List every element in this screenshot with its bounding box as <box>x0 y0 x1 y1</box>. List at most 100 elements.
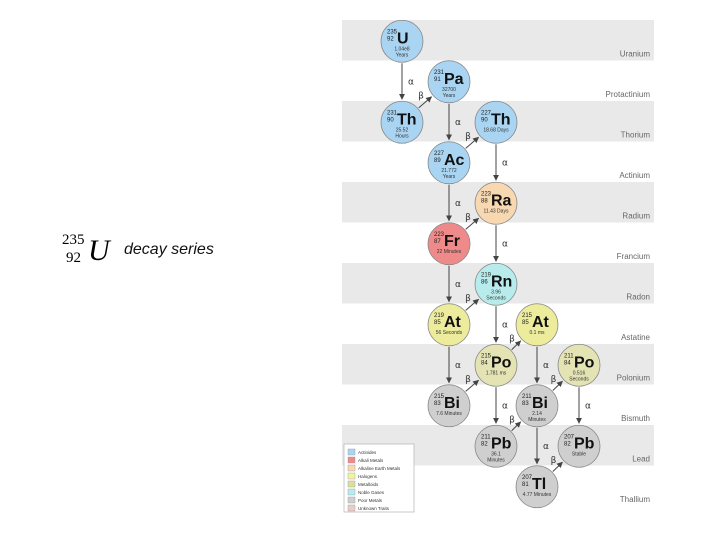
nuclide-atomic-number: 83 <box>434 401 441 407</box>
nuclide-circle <box>427 60 471 104</box>
nuclide-half-life: 18.68 Days <box>483 127 509 133</box>
atomic-number: 92 <box>66 250 81 266</box>
band-label-astatine: Astatine <box>621 333 650 342</box>
uranium-235-notation: 235 92 U <box>62 230 118 270</box>
nuclide-symbol: Pb <box>491 435 512 452</box>
legend-label: Alkaline Earth Metals <box>358 466 401 471</box>
title-caption: decay series <box>124 241 214 258</box>
nuclide-half-life: Stable <box>572 451 586 457</box>
nuclide-atomic-number: 89 <box>434 158 441 164</box>
nuclide-half-life: 0.516 <box>573 370 586 376</box>
decay-arrow-at219-rn219 <box>465 298 480 311</box>
nuclide-symbol: U <box>397 30 409 47</box>
nuclide-mass-number: 211 <box>522 394 532 400</box>
nuclide-symbol: Bi <box>444 395 460 412</box>
decay-mode-label: β <box>551 375 557 385</box>
nuclide-mass-number: 215 <box>481 353 492 359</box>
nuclide-mass-number: 235 <box>387 29 398 35</box>
nuclide-half-life-unit: Minutes <box>487 457 505 463</box>
legend-label: Alkali Metals <box>358 458 384 463</box>
band-label-radon: Radon <box>626 293 650 302</box>
nuclide-mass-number: 211 <box>564 353 574 359</box>
decay-arrow-fr223-ra223 <box>465 217 480 230</box>
nuclide-half-life-unit: Years <box>443 93 456 99</box>
nuclide-atomic-number: 90 <box>387 117 394 123</box>
decay-mode-label: α <box>455 361 461 371</box>
decay-arrow-pb211-bi211 <box>511 421 522 432</box>
band-astatine <box>342 303 654 344</box>
decay-arrow-bi215-po215 <box>465 379 480 392</box>
decay-mode-label: β <box>465 132 471 142</box>
decay-arrow-th231-pa231 <box>418 96 433 109</box>
nuclide-circle <box>474 262 518 306</box>
nuclide-circle <box>474 100 518 144</box>
nuclide-symbol: Pa <box>444 71 464 88</box>
nuclide-mass-number: 231 <box>434 70 445 76</box>
nuclide-atomic-number: 82 <box>564 441 571 447</box>
decay-mode-label: α <box>502 239 508 249</box>
mass-number: 235 <box>62 232 85 248</box>
nuclide-mass-number: 223 <box>434 232 445 238</box>
nuclide-atomic-number: 84 <box>481 360 488 366</box>
nuclide-atomic-number: 88 <box>481 198 488 204</box>
nuclide-circle <box>515 465 559 509</box>
decay-arrow-bi211-po211 <box>552 380 563 391</box>
nuclide-atomic-number: 83 <box>522 401 529 407</box>
nuclide-half-life: 25.52 <box>396 127 409 133</box>
nuclide-circle <box>474 343 518 387</box>
band-label-lead: Lead <box>632 455 650 464</box>
nuclide-half-life: 11.43 Days <box>484 208 509 214</box>
nuclide-half-life-unit: Minutes <box>528 417 546 423</box>
nuclide-mass-number: 223 <box>481 191 492 197</box>
decay-mode-label: α <box>455 199 461 209</box>
legend-label: Halogens <box>358 474 378 479</box>
legend-label: Poor Metals <box>358 498 383 503</box>
nuclide-mass-number: 211 <box>481 434 491 440</box>
nuclide-circle <box>380 20 424 63</box>
decay-mode-label: β <box>509 415 515 425</box>
nuclide-circle <box>557 343 601 387</box>
legend-swatch <box>347 456 356 464</box>
nuclide-symbol: Ac <box>444 152 465 169</box>
nuclide-mass-number: 231 <box>387 110 398 116</box>
nuclide-symbol: Pb <box>574 435 595 452</box>
decay-mode-label: β <box>465 294 471 304</box>
decay-mode-label: α <box>455 118 461 128</box>
band-label-radium: Radium <box>622 212 650 221</box>
nuclide-atomic-number: 85 <box>522 320 529 326</box>
nuclide-circle <box>427 141 471 185</box>
nuclide-atomic-number: 81 <box>522 482 529 488</box>
nuclide-half-life-unit: Seconds <box>569 376 589 382</box>
decay-mode-label: α <box>502 401 508 411</box>
nuclide-half-life: 1.04e8 <box>394 46 410 52</box>
nuclide-symbol: Tl <box>532 476 546 493</box>
band-francium <box>342 222 654 263</box>
nuclide-atomic-number: 86 <box>481 279 488 285</box>
legend-label: Unknown Traits <box>358 506 390 511</box>
nuclide-symbol: Bi <box>532 395 548 412</box>
nuclide-half-life: 7.6 Minutes <box>436 411 462 417</box>
nuclide-circle <box>474 181 518 225</box>
nuclide-symbol: Po <box>574 354 595 371</box>
nuclide-half-life-unit: Seconds <box>486 295 506 301</box>
nuclide-mass-number: 207 <box>564 434 575 440</box>
nuclide-circle <box>515 384 559 428</box>
decay-mode-label: α <box>455 280 461 290</box>
decay-mode-label: α <box>543 361 549 371</box>
nuclide-circle <box>427 384 471 428</box>
band-actinium <box>342 141 654 182</box>
band-label-bismuth: Bismuth <box>621 414 650 423</box>
nuclide-symbol: Po <box>491 354 512 371</box>
decay-mode-label: β <box>551 456 557 466</box>
legend-box <box>343 443 415 513</box>
nuclide-mass-number: 219 <box>481 272 492 278</box>
nuclide-atomic-number: 85 <box>434 320 441 326</box>
